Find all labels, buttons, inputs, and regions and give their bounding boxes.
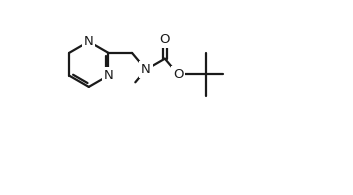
Text: N: N: [84, 35, 94, 48]
Text: O: O: [173, 68, 183, 81]
Text: N: N: [141, 63, 151, 76]
Text: O: O: [160, 33, 170, 46]
Text: N: N: [103, 69, 113, 82]
